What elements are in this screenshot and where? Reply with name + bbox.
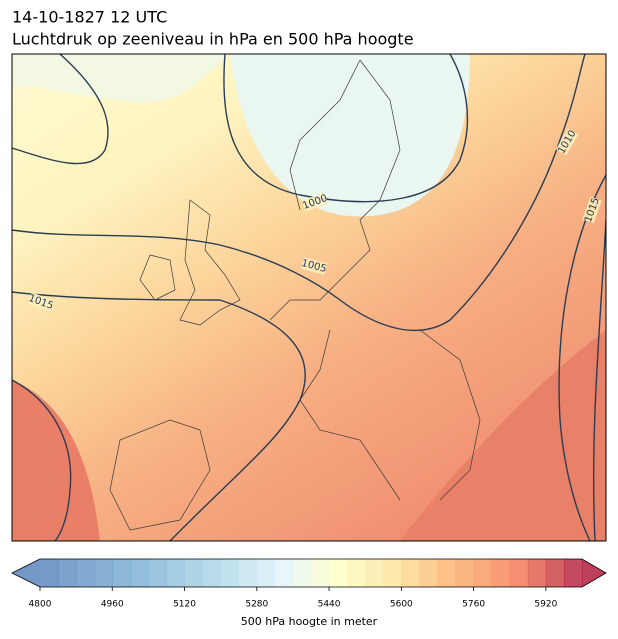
colorbar-segment <box>202 559 222 587</box>
low-height-area <box>230 54 470 217</box>
colorbar-segment <box>58 559 77 587</box>
isobar-label-bg <box>582 196 602 224</box>
colorbar-segment <box>94 559 113 587</box>
colorbar-segment <box>383 559 402 587</box>
isobar-label-bg <box>27 292 55 312</box>
colorbar-segment <box>148 559 167 587</box>
colorbar-tick-label: 5440 <box>318 600 341 610</box>
colorbar-segment <box>130 559 149 587</box>
colorbar-segment <box>455 559 475 587</box>
colorbar-segment <box>220 559 240 587</box>
isobar-label-bg <box>555 128 579 156</box>
colorbar-segment <box>256 559 276 587</box>
colorbar-segment <box>491 559 511 587</box>
colorbar-segment <box>112 559 131 587</box>
colorbar-segment <box>329 559 348 587</box>
isobar-label-bg <box>300 257 328 275</box>
colorbar-segment <box>274 559 294 587</box>
colorbar-tick-label: 5120 <box>173 600 196 610</box>
colorbar-tick-label: 5920 <box>534 600 557 610</box>
colorbar-segment <box>184 559 204 587</box>
map-date: 14-10-1827 12 UTC <box>12 8 167 27</box>
colorbar-segment <box>76 559 95 587</box>
colorbar-outline <box>11 558 607 588</box>
colorbar-segment <box>545 559 565 587</box>
colorbar-tick-label: 5760 <box>462 600 485 610</box>
colorbar-segment <box>365 559 384 587</box>
colorbar-label: 500 hPa hoogte in meter <box>241 615 378 628</box>
colorbar-extend-high <box>582 559 606 587</box>
colorbar-tick-label: 5600 <box>390 600 413 610</box>
isobar <box>12 54 109 165</box>
isobar <box>12 379 72 541</box>
colorbar-tick-label: 4800 <box>29 600 52 610</box>
high-height-area <box>12 380 100 541</box>
isobar <box>223 54 469 203</box>
colorbar-segment <box>238 559 258 587</box>
low-height-area <box>12 54 230 102</box>
colorbar-segment <box>527 559 547 587</box>
colorbar-segment <box>347 559 366 587</box>
colorbar-segment <box>40 559 59 587</box>
colorbar-segment <box>509 559 529 587</box>
isobar <box>12 291 306 541</box>
coastline <box>109 59 481 531</box>
colorbar-tick-label: 4960 <box>101 600 124 610</box>
colorbar-segment <box>437 559 457 587</box>
colorbar: 4800 4960 5120 5280 5440 5600 5760 5920 <box>11 558 607 610</box>
colorbar-segment <box>473 559 493 587</box>
isobar <box>558 174 606 541</box>
colorbar-segment <box>311 559 330 587</box>
colorbar-segment <box>563 559 583 587</box>
map-frame <box>11 53 607 542</box>
map <box>12 54 606 541</box>
colorbar-segment <box>292 559 312 587</box>
colorbar-segment <box>401 559 420 587</box>
colorbar-tick-label: 5280 <box>245 600 268 610</box>
map-title: Luchtdruk op zeeniveau in hPa en 500 hPa… <box>12 30 414 49</box>
colorbar-segment <box>419 559 438 587</box>
isobar-label-bg <box>301 192 329 212</box>
isobar <box>592 219 606 541</box>
colorbar-segment <box>166 559 186 587</box>
isobar <box>12 54 586 332</box>
colorbar-extend-low <box>12 559 40 587</box>
